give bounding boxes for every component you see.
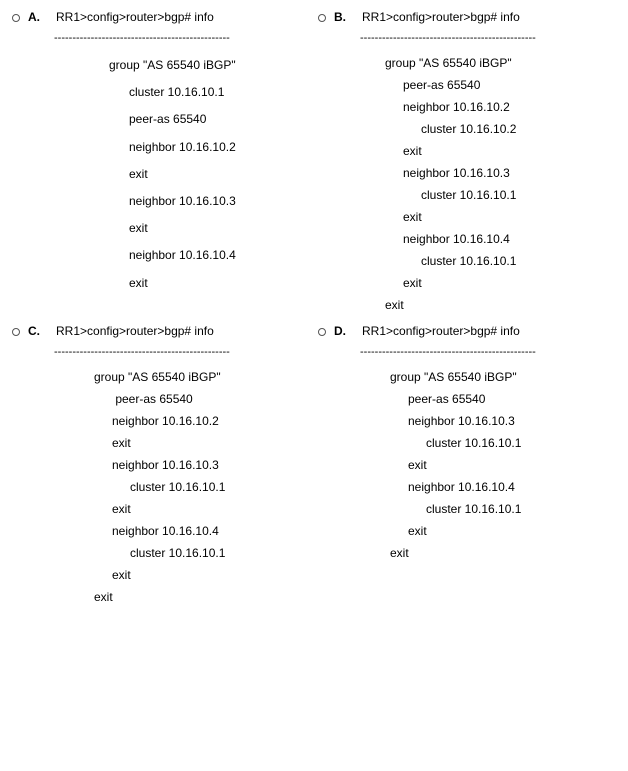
config-line: neighbor 10.16.10.2 <box>54 134 306 161</box>
config-line: cluster 10.16.10.1 <box>360 184 616 206</box>
config-line: cluster 10.16.10.1 <box>54 476 306 498</box>
divider: ----------------------------------------… <box>54 32 306 44</box>
config-line: cluster 10.16.10.2 <box>360 118 616 140</box>
config-block-c: group "AS 65540 iBGP" peer-as 65540neigh… <box>54 366 306 608</box>
option-a: A. RR1>config>router>bgp# info ---------… <box>4 6 314 320</box>
option-b: B. RR1>config>router>bgp# info ---------… <box>314 6 624 320</box>
config-line: exit <box>360 294 616 316</box>
cli-prompt: RR1>config>router>bgp# info <box>362 10 520 24</box>
config-line: exit <box>54 432 306 454</box>
config-line: exit <box>360 206 616 228</box>
config-line: neighbor 10.16.10.4 <box>360 228 616 250</box>
radio-d[interactable] <box>318 325 330 337</box>
radio-b[interactable] <box>318 11 330 23</box>
config-block-d: group "AS 65540 iBGP"peer-as 65540neighb… <box>360 366 616 564</box>
config-line: group "AS 65540 iBGP" <box>360 52 616 74</box>
cli-prompt: RR1>config>router>bgp# info <box>56 10 214 24</box>
config-line: exit <box>360 140 616 162</box>
option-header: B. RR1>config>router>bgp# info <box>318 10 616 24</box>
radio-a[interactable] <box>12 11 24 23</box>
config-line: neighbor 10.16.10.4 <box>54 242 306 269</box>
option-header: D. RR1>config>router>bgp# info <box>318 324 616 338</box>
config-line: neighbor 10.16.10.3 <box>54 454 306 476</box>
config-line: exit <box>360 520 616 542</box>
config-line: cluster 10.16.10.1 <box>54 542 306 564</box>
config-line: cluster 10.16.10.1 <box>360 498 616 520</box>
config-line: peer-as 65540 <box>54 106 306 133</box>
option-c: C. RR1>config>router>bgp# info ---------… <box>4 320 314 612</box>
config-line: neighbor 10.16.10.2 <box>360 96 616 118</box>
config-line: exit <box>360 454 616 476</box>
config-block-a: group "AS 65540 iBGP"cluster 10.16.10.1p… <box>54 52 306 297</box>
divider: ----------------------------------------… <box>360 346 616 358</box>
cli-prompt: RR1>config>router>bgp# info <box>362 324 520 338</box>
config-line: peer-as 65540 <box>360 74 616 96</box>
config-line: peer-as 65540 <box>54 388 306 410</box>
config-line: exit <box>54 586 306 608</box>
config-line: neighbor 10.16.10.2 <box>54 410 306 432</box>
config-line: exit <box>360 272 616 294</box>
option-label: A. <box>28 10 40 24</box>
config-line: cluster 10.16.10.1 <box>360 432 616 454</box>
config-line: exit <box>360 542 616 564</box>
cli-prompt: RR1>config>router>bgp# info <box>56 324 214 338</box>
divider: ----------------------------------------… <box>54 346 306 358</box>
config-line: neighbor 10.16.10.4 <box>54 520 306 542</box>
config-line: cluster 10.16.10.1 <box>360 250 616 272</box>
divider: ----------------------------------------… <box>360 32 616 44</box>
option-label: C. <box>28 324 40 338</box>
config-line: neighbor 10.16.10.3 <box>360 410 616 432</box>
config-line: neighbor 10.16.10.3 <box>54 188 306 215</box>
config-line: group "AS 65540 iBGP" <box>360 366 616 388</box>
option-header: A. RR1>config>router>bgp# info <box>12 10 306 24</box>
radio-c[interactable] <box>12 325 24 337</box>
option-header: C. RR1>config>router>bgp# info <box>12 324 306 338</box>
config-line: exit <box>54 215 306 242</box>
option-label: D. <box>334 324 346 338</box>
config-line: peer-as 65540 <box>360 388 616 410</box>
config-line: exit <box>54 161 306 188</box>
options-grid: A. RR1>config>router>bgp# info ---------… <box>0 0 628 618</box>
config-line: group "AS 65540 iBGP" <box>54 52 306 79</box>
option-label: B. <box>334 10 346 24</box>
config-block-b: group "AS 65540 iBGP"peer-as 65540neighb… <box>360 52 616 316</box>
config-line: neighbor 10.16.10.3 <box>360 162 616 184</box>
config-line: exit <box>54 564 306 586</box>
config-line: exit <box>54 270 306 297</box>
config-line: exit <box>54 498 306 520</box>
config-line: group "AS 65540 iBGP" <box>54 366 306 388</box>
config-line: cluster 10.16.10.1 <box>54 79 306 106</box>
config-line: neighbor 10.16.10.4 <box>360 476 616 498</box>
option-d: D. RR1>config>router>bgp# info ---------… <box>314 320 624 612</box>
